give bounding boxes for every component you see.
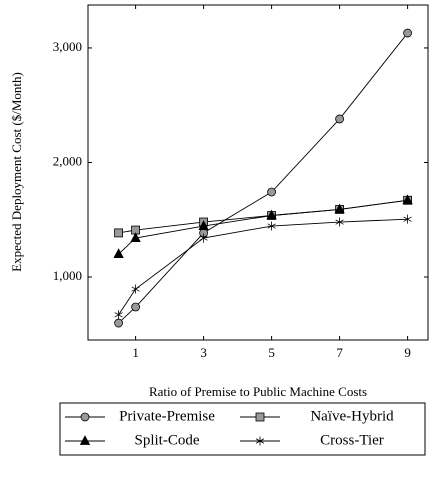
marker [335, 114, 345, 124]
marker [114, 318, 123, 328]
marker [267, 221, 276, 231]
plot-frame [87, 4, 429, 341]
x-tick-label: 9 [404, 345, 411, 360]
x-tick-label: 7 [336, 345, 343, 360]
marker [131, 284, 140, 294]
legend-marker [255, 436, 265, 446]
legend-label: Cross-Tier [320, 432, 384, 448]
legend-label: Naïve-Hybrid [310, 408, 394, 424]
marker [267, 187, 277, 197]
x-axis-label: Ratio of Premise to Public Machine Costs [149, 384, 367, 399]
marker [334, 203, 345, 214]
x-tick-label: 3 [200, 345, 207, 360]
marker [402, 194, 413, 205]
legend-label: Private-Premise [119, 408, 215, 424]
legend-marker [79, 435, 91, 445]
marker [131, 302, 141, 312]
marker [199, 233, 208, 243]
marker [403, 214, 412, 224]
legend-marker [255, 412, 265, 422]
legend-box [59, 402, 426, 456]
series-line [118, 32, 408, 324]
x-tick-label: 5 [268, 345, 275, 360]
marker [114, 310, 123, 320]
legend-label: Split-Code [134, 432, 199, 448]
y-tick-label: 2,000 [53, 153, 82, 168]
marker [114, 228, 123, 238]
marker [198, 220, 209, 230]
y-axis-label: Expected Deployment Cost ($/Month) [9, 72, 24, 272]
marker [113, 248, 124, 259]
marker [403, 28, 413, 38]
marker [335, 217, 344, 227]
marker [130, 232, 141, 242]
y-tick-label: 1,000 [53, 268, 82, 283]
legend-marker [80, 412, 90, 422]
y-tick-label: 3,000 [53, 39, 82, 54]
marker [266, 209, 277, 220]
series-line [118, 218, 408, 316]
x-tick-label: 1 [132, 345, 139, 360]
